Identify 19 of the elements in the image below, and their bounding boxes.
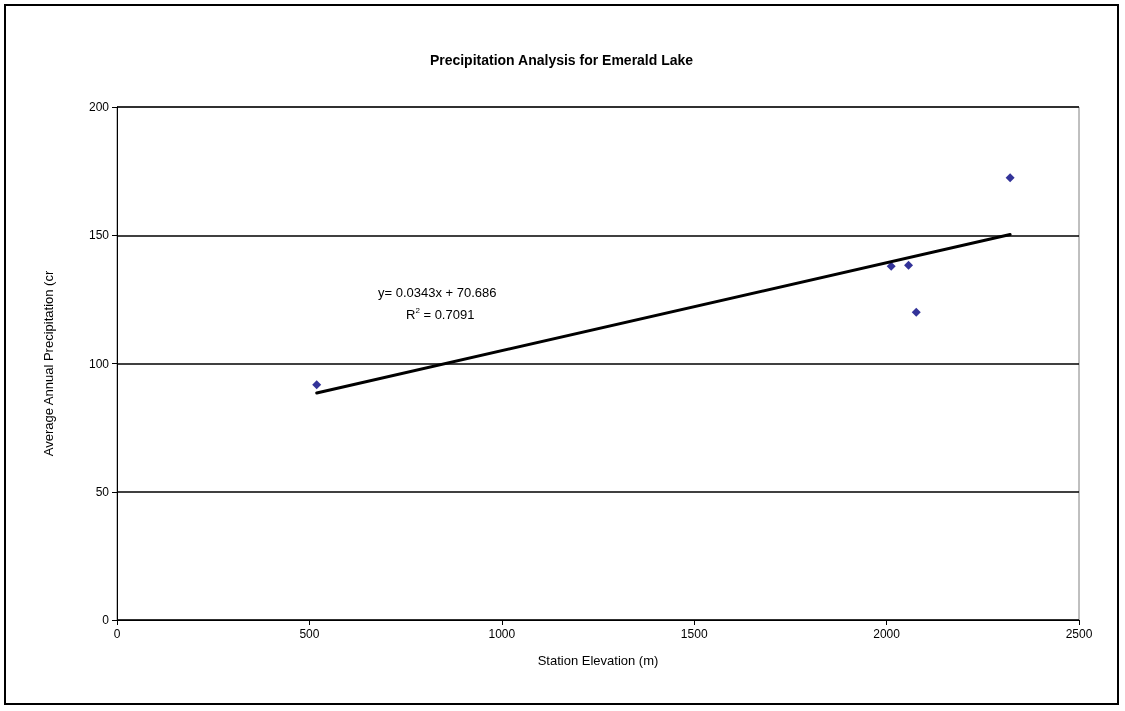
annotation: y= 0.0343x + 70.686 (378, 285, 497, 300)
y-tick-label: 100 (88, 356, 110, 371)
x-tick-label: 2000 (873, 627, 901, 641)
x-tick-label: 0 (113, 627, 121, 641)
y-tick-label: 50 (95, 484, 110, 499)
y-tick-label: 200 (88, 100, 110, 114)
x-tick-label: 1500 (680, 627, 708, 641)
y-axis-title: Average Annual Precipitation (cr (41, 270, 56, 457)
y-tick-label: 150 (88, 228, 110, 243)
y-tick-label: 0 (102, 613, 110, 627)
x-tick-label: 1000 (488, 627, 516, 641)
point (904, 260, 914, 270)
point (312, 380, 322, 390)
point (911, 307, 921, 317)
x-tick-label: 500 (299, 627, 320, 641)
point (1005, 173, 1015, 183)
chart-title: Precipitation Analysis for Emerald Lake (429, 52, 694, 68)
x-axis-title: Station Elevation (m) (537, 653, 659, 668)
x-tick-label: 2500 (1065, 627, 1093, 641)
